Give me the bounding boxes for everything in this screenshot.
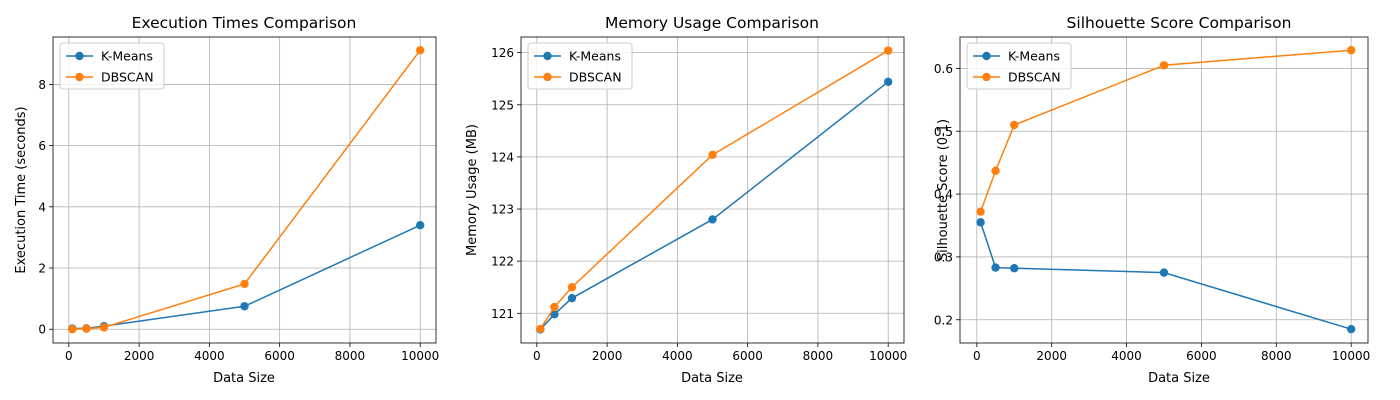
plot-area-frame [52, 36, 437, 344]
legend-label: K-Means [1008, 49, 1060, 64]
data-point [976, 207, 985, 216]
x-tick-label: 8000 [335, 349, 366, 363]
y-tick-label: 126 [491, 46, 514, 60]
data-point [1010, 120, 1019, 130]
data-point [567, 283, 577, 292]
legend-marker [982, 72, 991, 82]
data-point [991, 166, 1000, 176]
legend-label: DBSCAN [1008, 70, 1061, 85]
data-point [708, 150, 717, 160]
data-point [82, 324, 91, 333]
x-tick-label: 6000 [732, 349, 763, 363]
y-axis-label: Memory Usage (MB) [465, 124, 480, 256]
data-point [240, 279, 249, 289]
data-point [415, 220, 425, 230]
plot-area-frame [520, 36, 905, 344]
y-tick-label: 124 [491, 150, 514, 164]
x-tick-label: 8000 [803, 349, 834, 363]
x-tick-label: 4000 [194, 349, 225, 363]
chart-panel-execution-times: Execution Times Comparison Data Size Exe… [14, 14, 439, 386]
y-axis-label: Silhouette Score (0-1) [936, 119, 951, 261]
data-point [708, 215, 717, 224]
y-tick-label: 0.5 [934, 125, 953, 139]
legend-label: K-Means [569, 49, 621, 64]
chart-title: Silhouette Score Comparison [1067, 14, 1292, 32]
legend-label: DBSCAN [101, 70, 154, 85]
x-tick-label: 4000 [662, 349, 693, 363]
data-point [976, 218, 985, 227]
x-tick-label: 6000 [1186, 349, 1217, 363]
chart-panel-silhouette-score: Silhouette Score Comparison Data Size Si… [934, 14, 1370, 386]
plot-area-frame [959, 36, 1369, 344]
x-tick-label: 8000 [1261, 349, 1292, 363]
x-tick-label: 0 [65, 349, 73, 363]
x-tick-label: 10000 [401, 349, 439, 363]
x-tick-label: 4000 [1111, 349, 1142, 363]
data-point [536, 324, 545, 334]
x-tick-label: 10000 [1332, 349, 1370, 363]
x-axis-label: Data Size [213, 371, 275, 386]
y-tick-label: 0.6 [934, 62, 953, 76]
chart-panel-memory-usage: Memory Usage Comparison Data Size Memory… [465, 14, 907, 386]
y-tick-label: 0 [38, 323, 46, 337]
x-tick-label: 6000 [264, 349, 295, 363]
legend-marker [75, 72, 84, 82]
data-point [991, 263, 1000, 272]
chart-title: Memory Usage Comparison [605, 14, 819, 32]
y-tick-label: 8 [38, 78, 46, 92]
legend-marker [75, 51, 84, 61]
x-axis-label: Data Size [1148, 371, 1210, 386]
y-tick-label: 0.4 [934, 188, 953, 202]
data-point [883, 77, 893, 87]
y-axis-label: Execution Time (seconds) [14, 106, 29, 273]
y-tick-label: 122 [491, 255, 514, 269]
data-point [883, 46, 893, 55]
data-point [1159, 61, 1169, 70]
legend-marker [543, 72, 552, 82]
y-tick-label: 0.2 [934, 313, 953, 327]
y-tick-label: 0.3 [934, 250, 953, 264]
x-axis-label: Data Size [681, 371, 743, 386]
data-point [1346, 324, 1356, 334]
y-tick-label: 4 [38, 200, 46, 214]
legend-marker [543, 51, 552, 61]
y-tick-label: 121 [491, 307, 514, 321]
data-point [550, 302, 559, 312]
data-point [99, 323, 109, 332]
chart-title: Execution Times Comparison [132, 14, 357, 32]
legend-label: K-Means [101, 49, 153, 64]
legend-marker [982, 51, 991, 61]
legend-label: DBSCAN [569, 70, 622, 85]
y-tick-label: 123 [491, 203, 514, 217]
data-point [1346, 45, 1356, 55]
x-tick-label: 2000 [124, 349, 155, 363]
y-tick-label: 6 [38, 139, 46, 153]
x-tick-label: 0 [533, 349, 541, 363]
y-tick-label: 125 [491, 98, 514, 112]
data-point [550, 310, 559, 319]
data-point [68, 325, 77, 334]
x-tick-label: 2000 [592, 349, 623, 363]
data-point [240, 302, 249, 311]
data-point [415, 45, 425, 55]
x-tick-label: 0 [973, 349, 981, 363]
y-tick-label: 2 [38, 262, 46, 276]
data-point [1159, 268, 1169, 277]
data-point [1010, 264, 1019, 273]
x-tick-label: 10000 [869, 349, 907, 363]
x-tick-label: 2000 [1036, 349, 1067, 363]
data-point [567, 293, 577, 303]
